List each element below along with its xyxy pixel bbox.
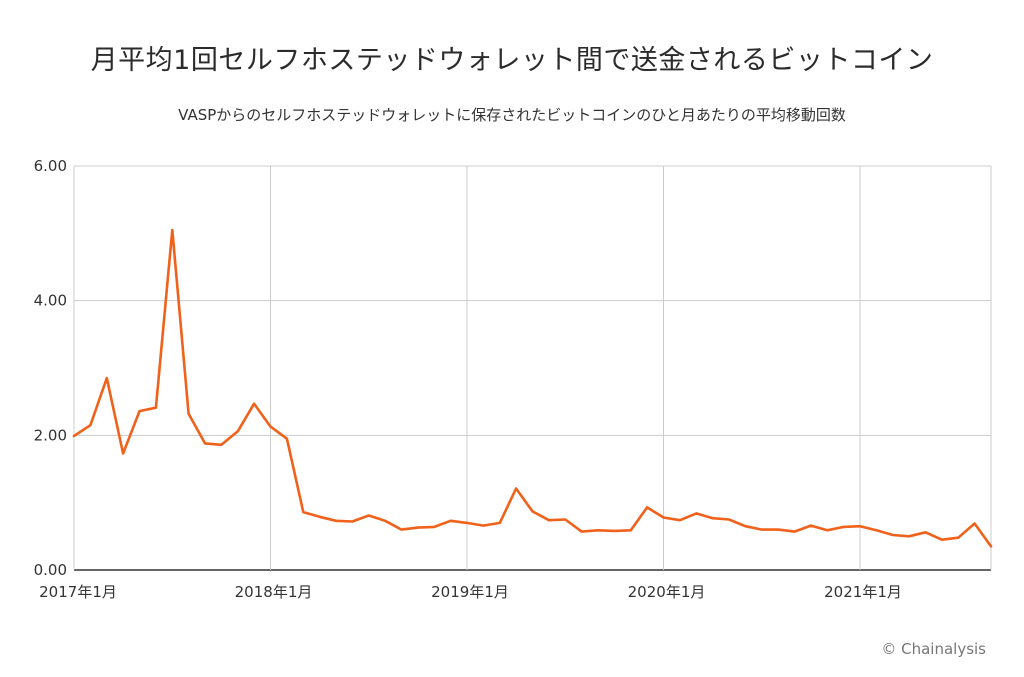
y-tick-label: 4.00 [34, 292, 67, 310]
axis-ticks: 0.00 2.00 4.00 6.00 2017年1月 2018年1月 2019年1月 202… [34, 157, 902, 601]
grid [73, 165, 992, 571]
chart-subtitle: VASPからのセルフホステッドウォレットに保存されたビットコインのひと月あたりの… [178, 106, 846, 124]
x-tick-label: 2018年1月 [235, 583, 313, 601]
x-tick-label: 2017年1月 [39, 583, 117, 601]
x-tick-label: 2021年1月 [824, 583, 902, 601]
y-tick-label: 6.00 [34, 157, 67, 175]
chart-title: 月平均1回セルフホステッドウォレット間で送金されるビットコイン [90, 45, 934, 76]
x-tick-label: 2020年1月 [628, 583, 706, 601]
copyright-credit: © Chainalysis [881, 640, 986, 658]
x-tick-label: 2019年1月 [431, 583, 509, 601]
series-line [72, 228, 993, 548]
y-tick-label: 0.00 [34, 561, 67, 579]
series [72, 228, 993, 548]
y-tick-label: 2.00 [34, 426, 67, 444]
